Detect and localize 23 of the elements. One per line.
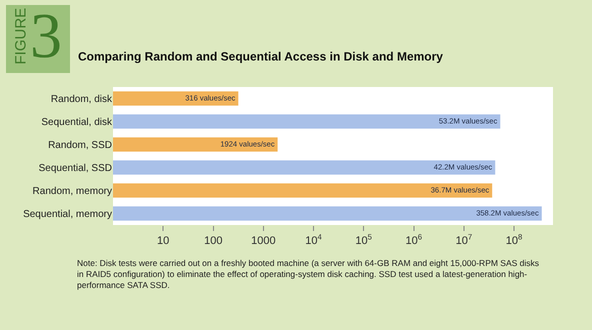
x-tick-label: 100: [204, 235, 222, 248]
y-tick-label: Sequential, memory: [23, 209, 112, 220]
data-label: 42.2M values/sec: [434, 162, 492, 172]
data-label: 53.2M values/sec: [438, 116, 498, 126]
x-tick-label: 10: [156, 235, 170, 248]
figure-badge: FIGURE 3: [6, 5, 70, 73]
data-label: 1924 values/sec: [220, 139, 275, 148]
x-tick-label: 1000: [251, 235, 276, 248]
data-label: 36.7M values/sec: [430, 185, 490, 194]
data-label: 358.2M values/sec: [476, 208, 539, 218]
x-tick-label: 10$^{7}$: [456, 232, 472, 248]
y-tick-label: Random, disk: [50, 94, 113, 105]
x-tick-label: 10$^{6}$: [405, 232, 422, 248]
x-tick-label: 10$^{4}$: [305, 232, 322, 248]
x-tick-label: 10$^{5}$: [355, 232, 372, 248]
x-tick-label: 10$^{8}$: [506, 232, 522, 248]
y-tick-label: Sequential, disk: [41, 117, 113, 128]
y-tick-label: Random, SSD: [48, 140, 112, 151]
y-tick-label: Random, memory: [32, 186, 112, 197]
text: Note: Disk tests were carried out on a freshly booted machine (a server with 64-GB RAM and eight 15,000-RPM SAS disks in RAID5 configuration) to eliminate the effect of operating-system disk caching. SSD test used a latest-generation high-performance SATA SSD.: [77, 258, 540, 291]
data-label: 316 values/sec: [185, 93, 236, 102]
y-tick-label: Sequential, SSD: [38, 163, 112, 174]
chart-title: Comparing Random and Sequential Access in Disk and Memory: [78, 49, 444, 64]
